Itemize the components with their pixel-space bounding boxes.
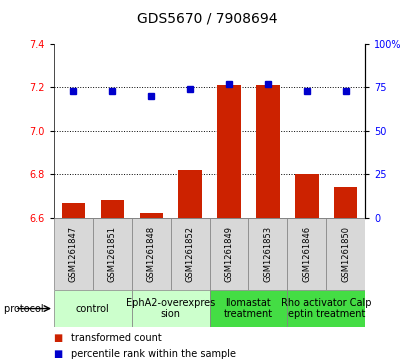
Bar bbox=[132, 218, 171, 290]
Bar bbox=[139, 213, 163, 218]
Bar bbox=[62, 203, 85, 218]
Text: EphA2-overexpres
sion: EphA2-overexpres sion bbox=[126, 298, 215, 319]
Text: GDS5670 / 7908694: GDS5670 / 7908694 bbox=[137, 11, 278, 25]
Bar bbox=[132, 290, 210, 327]
Text: protocol: protocol bbox=[4, 303, 47, 314]
Text: GSM1261851: GSM1261851 bbox=[108, 226, 117, 282]
Bar bbox=[287, 290, 365, 327]
Bar bbox=[249, 218, 287, 290]
Text: GSM1261850: GSM1261850 bbox=[341, 226, 350, 282]
Bar bbox=[210, 290, 287, 327]
Text: GSM1261846: GSM1261846 bbox=[303, 226, 311, 282]
Bar bbox=[217, 85, 241, 218]
Text: GSM1261852: GSM1261852 bbox=[186, 226, 195, 282]
Text: ■: ■ bbox=[54, 350, 66, 359]
Text: transformed count: transformed count bbox=[71, 333, 161, 343]
Bar bbox=[54, 290, 132, 327]
Bar bbox=[54, 218, 93, 290]
Text: percentile rank within the sample: percentile rank within the sample bbox=[71, 350, 236, 359]
Bar bbox=[93, 218, 132, 290]
Bar bbox=[326, 218, 365, 290]
Bar bbox=[210, 218, 249, 290]
Bar bbox=[295, 174, 319, 218]
Bar bbox=[171, 218, 210, 290]
Bar bbox=[334, 187, 357, 218]
Text: llomastat
treatment: llomastat treatment bbox=[224, 298, 273, 319]
Text: GSM1261848: GSM1261848 bbox=[147, 226, 156, 282]
Text: GSM1261847: GSM1261847 bbox=[69, 226, 78, 282]
Text: GSM1261853: GSM1261853 bbox=[264, 226, 272, 282]
Text: control: control bbox=[76, 303, 110, 314]
Bar bbox=[101, 200, 124, 218]
Text: ■: ■ bbox=[54, 333, 66, 343]
Bar bbox=[256, 85, 280, 218]
Text: Rho activator Calp
eptin treatment: Rho activator Calp eptin treatment bbox=[281, 298, 371, 319]
Text: GSM1261849: GSM1261849 bbox=[225, 226, 234, 282]
Bar bbox=[178, 170, 202, 218]
Bar bbox=[287, 218, 326, 290]
